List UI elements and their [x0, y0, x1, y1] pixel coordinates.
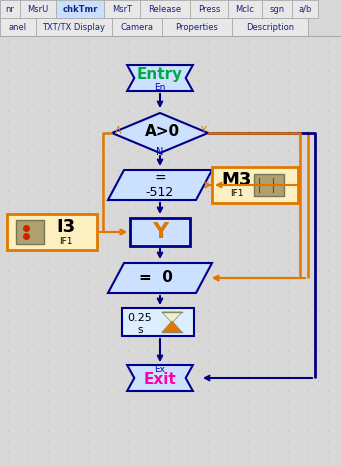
Bar	[7, 214, 97, 250]
Bar	[254, 174, 284, 196]
Text: MsrU: MsrU	[27, 5, 49, 14]
Bar	[162, 18, 232, 36]
Text: IF1: IF1	[230, 190, 244, 199]
Text: M3: M3	[222, 171, 252, 189]
Text: IF1: IF1	[59, 237, 73, 246]
Text: TXT/TX Display: TXT/TX Display	[43, 22, 105, 32]
Bar	[262, 0, 292, 18]
Text: Mclc: Mclc	[236, 5, 254, 14]
Text: a/b: a/b	[298, 5, 312, 14]
Text: -512: -512	[146, 185, 174, 199]
Polygon shape	[127, 65, 193, 91]
Text: nr: nr	[5, 5, 14, 14]
Text: N: N	[156, 147, 164, 157]
Text: Y: Y	[200, 126, 206, 136]
Polygon shape	[162, 321, 182, 332]
Bar	[112, 18, 162, 36]
Bar	[16, 220, 44, 244]
Polygon shape	[127, 365, 193, 391]
Polygon shape	[162, 312, 182, 323]
Bar	[130, 218, 190, 246]
Bar	[122, 308, 194, 336]
Polygon shape	[112, 113, 208, 153]
Text: Ex: Ex	[154, 364, 165, 374]
Bar	[56, 0, 104, 18]
Text: A: A	[115, 126, 121, 136]
Text: A>0: A>0	[145, 123, 180, 138]
Text: 0.25: 0.25	[128, 313, 152, 323]
Text: I3: I3	[57, 218, 76, 236]
Text: MsrT: MsrT	[112, 5, 132, 14]
Text: En: En	[154, 82, 166, 91]
Text: Description: Description	[246, 22, 294, 32]
Bar	[104, 0, 140, 18]
Bar	[232, 18, 308, 36]
Text: anel: anel	[9, 22, 27, 32]
Bar	[292, 0, 318, 18]
Bar	[190, 0, 228, 18]
Bar	[0, 18, 36, 36]
Bar	[228, 0, 262, 18]
Bar	[20, 0, 56, 18]
Text: s: s	[137, 325, 143, 335]
Bar	[212, 167, 298, 203]
Text: =  0: = 0	[139, 270, 173, 286]
Text: Entry: Entry	[137, 68, 183, 82]
Text: =: =	[154, 172, 166, 186]
Bar	[140, 0, 190, 18]
Text: sgn: sgn	[269, 5, 284, 14]
Text: Camera: Camera	[120, 22, 153, 32]
Text: Release: Release	[148, 5, 181, 14]
Bar	[36, 18, 112, 36]
Text: Properties: Properties	[176, 22, 219, 32]
Text: chkTmr: chkTmr	[62, 5, 98, 14]
Bar	[0, 0, 20, 18]
Polygon shape	[108, 263, 212, 293]
Polygon shape	[108, 170, 212, 200]
Text: Exit: Exit	[144, 372, 176, 388]
Text: Press: Press	[198, 5, 220, 14]
Text: Y: Y	[152, 222, 168, 242]
